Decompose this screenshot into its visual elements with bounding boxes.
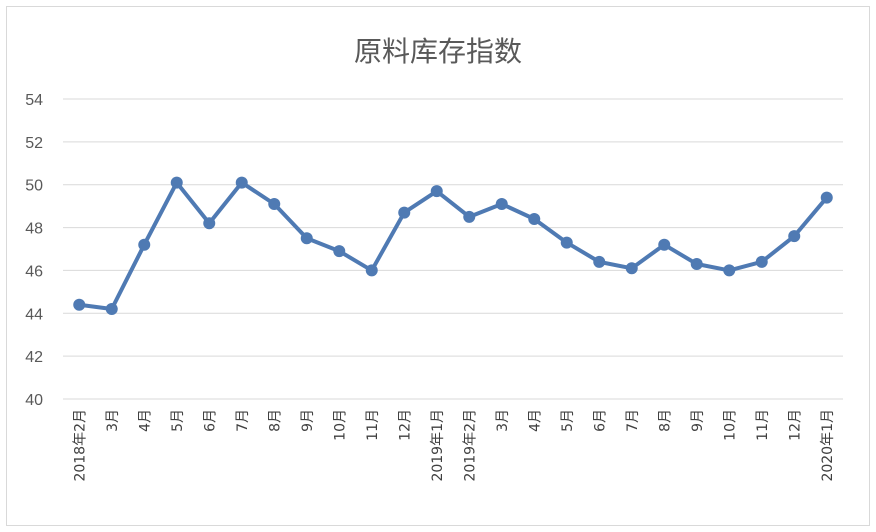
x-tick-label: 10月 [722, 409, 738, 441]
x-tick-label: 8月 [267, 409, 283, 432]
data-point [593, 255, 606, 268]
data-point [755, 255, 768, 268]
data-point [398, 206, 411, 219]
x-tick-label: 3月 [495, 409, 511, 432]
x-tick-label: 5月 [560, 409, 576, 432]
x-tick-label: 4月 [527, 409, 543, 432]
x-tick-label: 2019年1月 [430, 409, 446, 482]
x-tick-label: 5月 [170, 409, 186, 432]
x-tick-label: 10月 [332, 409, 348, 441]
data-point [235, 176, 248, 189]
data-point [625, 262, 638, 275]
data-point [170, 176, 183, 189]
x-tick-label: 7月 [625, 409, 641, 432]
data-point [105, 303, 118, 315]
y-tick-label: 52 [25, 135, 43, 152]
y-tick-label: 46 [25, 263, 43, 280]
data-point [365, 264, 378, 277]
x-tick-label: 6月 [202, 409, 218, 432]
y-tick-label: 44 [25, 306, 43, 323]
y-tick-label: 48 [25, 221, 43, 238]
data-point [788, 230, 801, 243]
x-tick-label: 2018年2月 [72, 409, 88, 482]
x-tick-label: 6月 [592, 409, 608, 432]
series-layer [73, 176, 833, 315]
data-point [528, 213, 541, 225]
chart-frame: 原料库存指数 40 42 44 46 48 50 52 54 2018年2月 3月 4月 5月 6月 7… [6, 6, 870, 526]
x-tick-label: 12月 [397, 409, 413, 441]
x-tick-label: 2019年2月 [462, 409, 478, 482]
line-chart: 原料库存指数 40 42 44 46 48 50 52 54 2018年2月 3月 4月 5月 6月 7… [25, 35, 843, 482]
data-point [333, 245, 346, 258]
y-axis-tick-labels: 40 42 44 46 48 50 52 54 [25, 92, 43, 409]
data-point [73, 298, 86, 311]
data-point [430, 185, 443, 198]
x-tick-label: 11月 [755, 409, 771, 441]
x-tick-label: 4月 [137, 409, 153, 432]
gridlines [63, 98, 843, 400]
data-point [138, 238, 151, 251]
y-tick-label: 50 [25, 178, 43, 195]
y-tick-label: 54 [25, 92, 43, 109]
data-point [300, 232, 313, 245]
data-point [690, 258, 703, 270]
chart-title: 原料库存指数 [354, 35, 522, 68]
x-tick-label: 3月 [105, 409, 121, 432]
x-tick-label: 12月 [787, 409, 803, 441]
x-tick-label: 9月 [690, 409, 706, 432]
x-tick-label: 7月 [235, 409, 251, 432]
data-point [560, 236, 573, 249]
data-point [463, 210, 476, 223]
data-point [203, 217, 216, 230]
data-point [268, 198, 281, 210]
x-tick-label: 8月 [657, 409, 673, 432]
data-point [820, 191, 833, 204]
y-tick-label: 42 [25, 349, 43, 366]
data-point [495, 198, 508, 210]
y-tick-label: 40 [25, 392, 43, 409]
x-axis-tick-labels: 2018年2月 3月 4月 5月 6月 7月 8月 9月 10月 11月 12月 2019年1月 201… [72, 409, 836, 482]
x-tick-label: 2020年1月 [820, 409, 836, 482]
data-point [723, 264, 736, 277]
series-line [77, 180, 829, 311]
x-tick-label: 11月 [365, 409, 381, 441]
x-tick-label: 9月 [300, 409, 316, 432]
data-point [658, 238, 671, 251]
